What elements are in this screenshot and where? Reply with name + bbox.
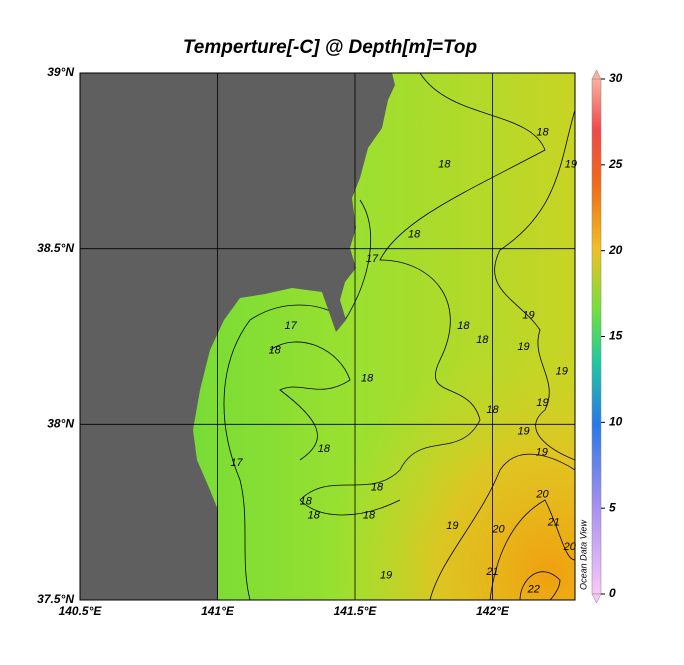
colorbar-tick-label: 5	[609, 500, 616, 514]
contour-label: 19	[517, 341, 529, 353]
colorbar-min-arrow	[591, 593, 602, 604]
contour-label: 20	[535, 489, 549, 501]
contour-label: 17	[285, 320, 298, 332]
x-tick-label: 141.5°E	[334, 604, 378, 618]
contour-label: 19	[565, 158, 577, 170]
colorbar-max-arrow	[591, 69, 602, 80]
contour-label: 18	[269, 344, 282, 356]
contour-label: 18	[476, 334, 489, 346]
x-tick-label: 141°E	[201, 604, 235, 618]
contour-label: 19	[380, 569, 392, 581]
colorbar-tick-label: 0	[609, 586, 616, 600]
colorbar-tick-label: 10	[609, 415, 623, 429]
contour-label: 18	[318, 443, 331, 455]
contour-label: 19	[522, 309, 534, 321]
watermark: Ocean Data View	[578, 520, 588, 590]
contour-label: 18	[371, 481, 384, 493]
colorbar-tick-label: 25	[608, 157, 623, 171]
colorbar-tick-label: 30	[609, 71, 623, 85]
contour-lines	[223, 73, 575, 600]
x-tick-label: 142°E	[476, 604, 510, 618]
y-tick-label: 39°N	[47, 65, 74, 79]
contour-label: 19	[536, 397, 548, 409]
colorbar-tick-label: 15	[609, 329, 623, 343]
contour-label: 19	[446, 520, 458, 532]
contour-label: 18	[363, 510, 376, 522]
colorbar-tick-label: 20	[608, 243, 623, 257]
contour-label: 18	[361, 373, 374, 385]
y-tick-label: 37.5°N	[37, 592, 74, 606]
contour-label: 22	[527, 583, 540, 595]
contour-label: 18	[300, 496, 313, 508]
contour-label: 17	[230, 457, 243, 469]
y-tick-label: 38°N	[47, 417, 74, 431]
contour-label: 19	[556, 366, 568, 378]
contour-label: 21	[547, 517, 560, 529]
contour-label: 19	[517, 425, 529, 437]
contour-label: 20	[491, 524, 505, 536]
contour-label: 19	[536, 446, 548, 458]
colorbar	[591, 78, 602, 595]
plot-area	[80, 73, 575, 600]
contour-label: 20	[563, 541, 577, 553]
y-tick-label: 38.5°N	[37, 241, 74, 255]
map-title: Temperture[-C] @ Depth[m]=Top	[183, 37, 477, 58]
x-tick-label: 140.5°E	[59, 604, 103, 618]
contour-label: 18	[408, 229, 421, 241]
contour-label: 18	[308, 510, 321, 522]
contour-label: 21	[485, 566, 498, 578]
contour-label: 17	[366, 253, 379, 265]
land	[80, 73, 395, 600]
contour-label: 18	[457, 320, 470, 332]
contour-label: 18	[536, 127, 549, 139]
contour-label: 18	[438, 158, 451, 170]
contour-label: 18	[486, 404, 499, 416]
